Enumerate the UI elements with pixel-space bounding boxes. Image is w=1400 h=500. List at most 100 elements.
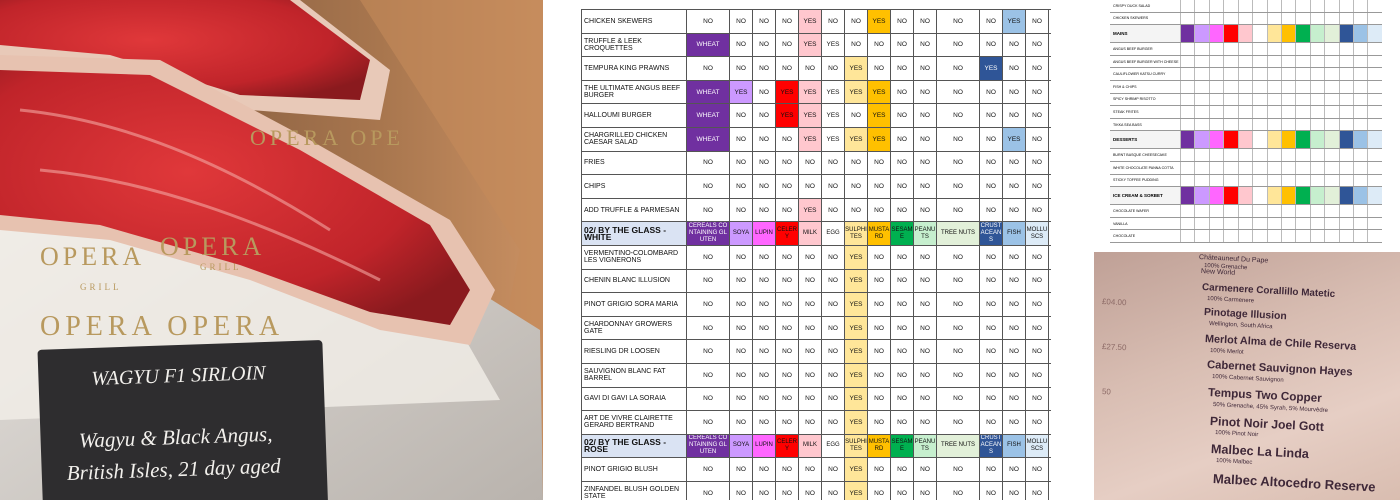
small-cell: [1353, 55, 1368, 68]
allergen-cell: WHEAT: [687, 80, 730, 104]
small-cell: [1309, 43, 1325, 55]
allergen-cell: NO: [776, 151, 799, 175]
column-header: SOYA: [730, 222, 753, 245]
small-cell: [1295, 149, 1310, 161]
small-cell: [1280, 187, 1296, 205]
allergen-cell: NO: [776, 387, 799, 411]
small-cell: [1309, 149, 1325, 161]
table-row: CHIPS NO NO NO NO NO NO NO NO NO NO NO NO NO NO: [581, 175, 1051, 199]
allergen-cell: NO: [687, 411, 730, 434]
small-cell: [1295, 187, 1310, 205]
allergen-cell: NO: [799, 57, 822, 80]
small-row: CHOCOLATE WAFER: [1110, 205, 1382, 218]
allergen-cell: NO: [1003, 245, 1026, 269]
small-cell: [1266, 0, 1281, 12]
allergen-cell: NO: [799, 245, 822, 269]
small-label: STEAK FRITES: [1113, 109, 1139, 114]
small-label: ICE CREAM & SORBET: [1113, 192, 1163, 198]
allergen-cell: NO: [1003, 198, 1026, 222]
column-header: CELERY: [776, 222, 799, 245]
allergen-cell: NO: [822, 57, 845, 80]
allergen-cell: YES: [845, 127, 868, 151]
allergen-cell: NO: [937, 363, 980, 387]
column-header: TREE NUTS: [937, 434, 980, 458]
small-cell: [1194, 217, 1209, 230]
small-cell: [1252, 205, 1267, 217]
small-cell: [1309, 25, 1325, 43]
small-row: TIKKA SEA BASS: [1110, 118, 1382, 132]
small-cell: [1280, 149, 1296, 161]
allergen-cell: NO: [822, 10, 845, 33]
allergen-cell: YES: [845, 269, 868, 293]
allergen-cell: NO: [980, 10, 1003, 33]
column-header: SOYA: [730, 434, 753, 458]
allergen-cell: NO: [687, 57, 730, 80]
allergen-cell: NO: [914, 293, 937, 316]
allergen-cell: YES: [845, 57, 868, 80]
item-label: TEMPURA KING PRAWNS: [581, 57, 687, 80]
item-label: CHARDONNAY GROWERS GATE: [581, 316, 687, 340]
small-cell: [1295, 0, 1310, 12]
column-header: SULPHITES: [845, 222, 868, 245]
allergen-cell: NO: [776, 57, 799, 80]
allergen-cell: YES: [799, 104, 822, 127]
paper-text: GRILL: [200, 262, 242, 272]
allergen-cell: NO: [914, 458, 937, 481]
allergen-cell: NO: [914, 104, 937, 127]
allergen-cell: NO: [687, 10, 730, 33]
small-cell: [1367, 149, 1382, 161]
small-row: CRISPY DUCK SALAD: [1110, 0, 1382, 13]
small-cell: [1223, 205, 1238, 217]
small-cell: [1295, 131, 1310, 149]
allergen-cell: NO: [914, 10, 937, 33]
small-label: SPICY SHRIMP RISOTTO: [1113, 97, 1156, 102]
allergen-cell: NO: [980, 175, 1003, 198]
small-cell: [1223, 217, 1238, 230]
small-cell: [1338, 161, 1354, 174]
allergen-cell: NO: [1026, 269, 1049, 293]
small-cell: [1194, 187, 1209, 205]
small-cell: [1237, 93, 1253, 106]
small-cell: [1266, 149, 1281, 161]
small-section-row: ICE CREAM & SORBET: [1110, 187, 1382, 206]
allergen-cell: NO: [776, 269, 799, 293]
small-cell: [1208, 118, 1224, 131]
allergen-cell: NO: [730, 316, 753, 340]
wine-detail: 100% Carmenere: [1206, 295, 1255, 305]
table-row: CHENIN BLANC ILLUSION NO NO NO NO NO NO YES NO NO…: [581, 269, 1051, 294]
small-cell: [1237, 174, 1253, 187]
small-cell: [1324, 55, 1339, 68]
small-cell: [1223, 118, 1238, 131]
allergen-cell: NO: [914, 57, 937, 80]
allergen-cell: NO: [937, 387, 980, 411]
small-section-row: DESSERTS: [1110, 131, 1382, 150]
paper-text: OPERA OPERA: [40, 311, 284, 342]
allergen-cell: NO: [799, 387, 822, 411]
small-cell: [1237, 149, 1253, 161]
allergen-cell: WHEAT: [687, 104, 730, 127]
small-row: BURNT BASQUE CHEESECAKE: [1110, 149, 1382, 162]
small-cell: [1367, 187, 1382, 205]
small-cell: [1237, 205, 1253, 217]
allergen-cell: NO: [980, 293, 1003, 316]
small-cell: [1223, 230, 1238, 242]
allergen-cell: NO: [730, 481, 753, 500]
allergen-cell: NO: [687, 363, 730, 387]
allergen-cell: NO: [980, 481, 1003, 500]
small-cell: [1237, 161, 1253, 174]
allergen-cell: NO: [730, 198, 753, 222]
small-cell: [1252, 230, 1267, 242]
small-cell: [1252, 55, 1267, 68]
small-cell: [1208, 230, 1224, 242]
column-header: MOLLUSCS: [1026, 222, 1049, 245]
small-row: CAULIFLOWER KATSU CURRY: [1110, 68, 1382, 81]
small-cell: [1223, 161, 1238, 174]
allergen-cell: NO: [914, 127, 937, 151]
allergen-cell: NO: [822, 481, 845, 500]
small-cell: [1353, 187, 1368, 205]
small-label: CRISPY DUCK SALAD: [1113, 3, 1151, 8]
small-cell: [1266, 93, 1281, 106]
item-label: TRUFFLE & LEEK CROQUETTES: [581, 33, 687, 57]
small-cell: [1324, 149, 1339, 161]
